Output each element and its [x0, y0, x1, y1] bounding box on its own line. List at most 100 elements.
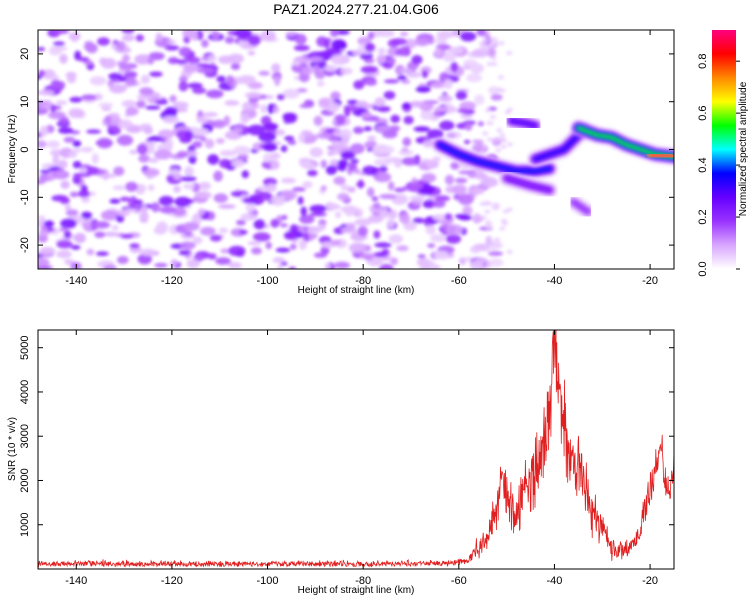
noise-cell	[218, 204, 236, 209]
noise-cell	[363, 126, 372, 132]
noise-cell	[483, 38, 490, 42]
noise-cell	[325, 165, 337, 175]
noise-cell	[487, 137, 493, 142]
noise-cell	[472, 213, 482, 224]
noise-cell	[379, 165, 388, 173]
noise-cell	[204, 138, 215, 149]
noise-cell	[299, 103, 312, 109]
noise-cell	[400, 68, 414, 73]
noise-cell	[500, 144, 507, 149]
noise-cell	[280, 145, 288, 153]
noise-cell	[86, 129, 101, 134]
noise-cell	[339, 128, 352, 140]
noise-cell	[118, 210, 131, 216]
noise-cell	[140, 248, 156, 256]
noise-cell	[488, 244, 500, 252]
noise-cell	[491, 62, 498, 66]
noise-cell	[485, 235, 493, 247]
noise-cell	[283, 231, 298, 241]
noise-cell	[196, 67, 215, 74]
noise-cell	[86, 248, 95, 256]
colorbar-tick-label: 0.6	[697, 105, 709, 120]
noise-cell	[488, 86, 500, 95]
noise-cell	[444, 213, 453, 221]
noise-cell	[403, 115, 414, 125]
noise-cell	[218, 55, 234, 64]
noise-cell	[212, 30, 220, 41]
noise-cell	[136, 143, 148, 155]
noise-cell	[434, 47, 442, 57]
noise-cell	[480, 150, 486, 155]
noise-cell	[320, 185, 327, 192]
snr-panel: -140 -120 -100 -80 -60 -40 -20 1000 2000 3000 400…	[7, 329, 675, 596]
snr-y-axis-label: SNR (10 * v/v)	[7, 417, 18, 481]
noise-cell	[481, 177, 499, 188]
noise-cell	[464, 122, 473, 131]
noise-cell	[412, 217, 425, 224]
noise-cell	[394, 187, 406, 193]
noise-cell	[140, 204, 148, 214]
noise-cell	[201, 30, 216, 33]
noise-cell	[146, 175, 154, 179]
noise-cell	[276, 94, 285, 101]
noise-cell	[228, 245, 246, 257]
noise-cell	[231, 159, 245, 168]
noise-cell	[46, 140, 60, 149]
noise-cell	[38, 215, 46, 221]
noise-cell	[421, 173, 437, 183]
noise-cell	[145, 105, 161, 110]
colorbar: 0.0 0.2 0.4 0.6 0.8 Normalized spectral ampl…	[697, 30, 749, 277]
noise-cell	[340, 67, 353, 75]
noise-cell	[307, 169, 318, 177]
noise-cell	[499, 226, 506, 231]
noise-cell	[399, 31, 409, 37]
noise-cell	[400, 79, 411, 84]
noise-cell	[421, 260, 435, 265]
noise-cell	[111, 225, 119, 231]
noise-cell	[135, 186, 146, 195]
noise-cell	[164, 106, 178, 116]
noise-cell	[220, 248, 231, 254]
noise-cell	[477, 121, 484, 127]
noise-cell	[238, 40, 246, 46]
noise-cell	[270, 159, 280, 170]
noise-cell	[80, 146, 94, 153]
noise-cell	[120, 234, 134, 239]
noise-cell	[38, 89, 55, 96]
colorbar-tick-label: 0.2	[697, 209, 709, 224]
noise-cell	[140, 74, 150, 84]
noise-cell	[507, 107, 513, 112]
noise-cell	[333, 261, 351, 269]
noise-cell	[200, 136, 207, 142]
noise-cell	[291, 60, 301, 66]
noise-cell	[234, 30, 253, 38]
snr-series-line	[38, 330, 674, 568]
noise-cell	[115, 214, 125, 223]
spectrogram-y-axis-label: Frequency (Hz)	[7, 115, 18, 184]
noise-cell	[491, 242, 498, 247]
noise-cell	[499, 88, 506, 93]
noise-cell	[72, 160, 82, 169]
noise-cell	[198, 181, 211, 190]
noise-cell	[479, 201, 486, 206]
noise-cell	[426, 129, 444, 140]
noise-cell	[121, 100, 137, 108]
noise-cell	[428, 38, 435, 45]
noise-cell	[188, 154, 197, 165]
noise-cell	[270, 218, 280, 228]
noise-cell	[288, 266, 297, 269]
noise-cell	[112, 185, 127, 191]
noise-cell	[444, 174, 455, 185]
noise-cell	[421, 70, 429, 78]
noise-cell	[55, 46, 68, 51]
noise-cell	[498, 75, 504, 80]
snr-x-tick-label: -140	[65, 575, 87, 587]
noise-cell	[258, 131, 276, 143]
snr-y-ticks: 1000 2000 3000 4000 5000	[19, 335, 674, 537]
noise-cell	[250, 82, 263, 89]
noise-cell	[136, 100, 146, 109]
noise-cell	[139, 212, 149, 221]
noise-cell	[395, 64, 406, 76]
noise-cell	[314, 69, 326, 80]
noise-cell	[391, 38, 408, 46]
